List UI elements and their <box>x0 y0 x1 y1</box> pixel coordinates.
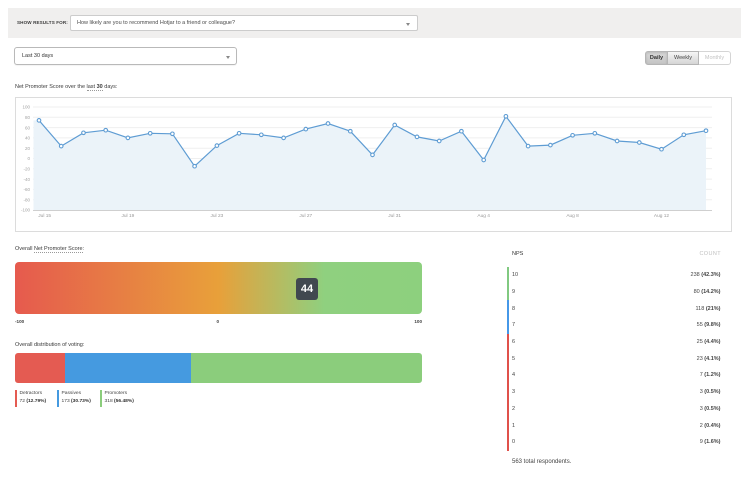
svg-text:Aug 8: Aug 8 <box>566 213 579 219</box>
svg-text:80: 80 <box>25 115 31 120</box>
svg-text:Jul 19: Jul 19 <box>121 213 134 219</box>
svg-text:-80: -80 <box>23 197 30 202</box>
svg-text:Aug 4: Aug 4 <box>477 213 490 219</box>
svg-text:Aug 12: Aug 12 <box>654 213 670 219</box>
svg-text:-100: -100 <box>21 208 31 213</box>
svg-text:Jul 31: Jul 31 <box>388 213 401 219</box>
svg-text:20: 20 <box>25 146 31 151</box>
svg-text:-40: -40 <box>23 177 30 182</box>
svg-text:-60: -60 <box>23 187 30 192</box>
svg-text:Jul 27: Jul 27 <box>299 213 312 219</box>
svg-text:40: 40 <box>25 136 31 141</box>
svg-text:Jul 15: Jul 15 <box>38 213 51 219</box>
svg-text:60: 60 <box>25 125 31 130</box>
svg-text:Jul 23: Jul 23 <box>210 213 223 219</box>
svg-text:100: 100 <box>22 105 30 110</box>
svg-text:-20: -20 <box>23 167 30 172</box>
svg-text:0: 0 <box>27 156 30 161</box>
